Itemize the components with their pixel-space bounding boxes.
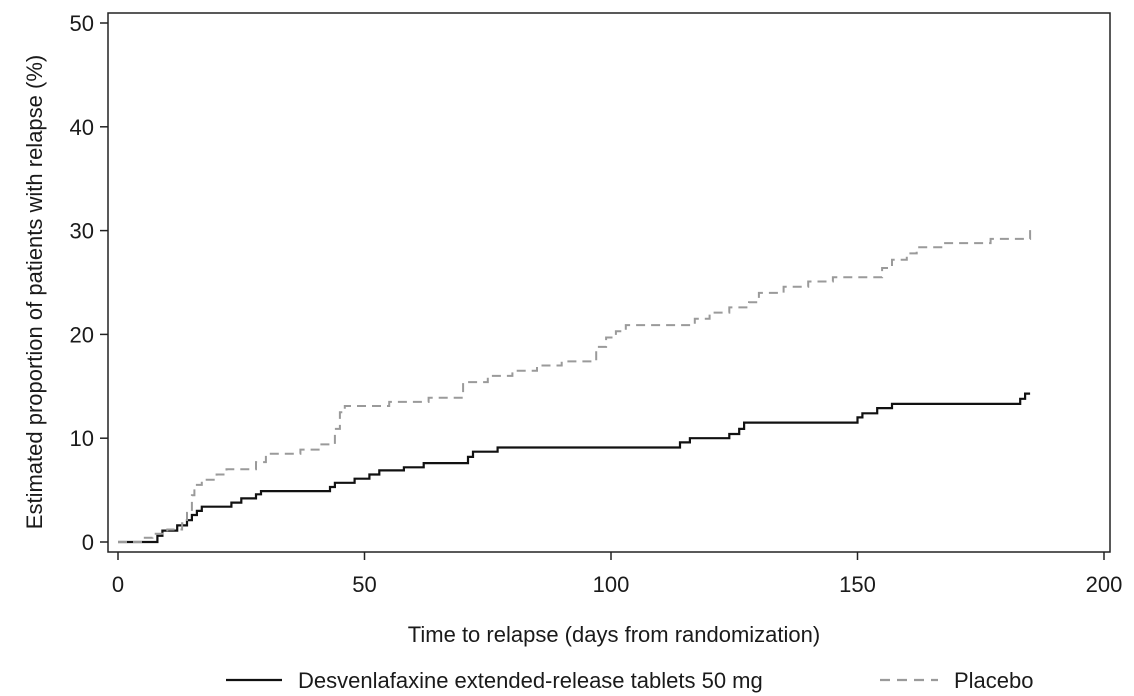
y-tick-label: 40	[70, 115, 94, 140]
series-line-placebo	[118, 227, 1032, 543]
plot-frame	[107, 12, 1111, 553]
y-axis-title: Estimated proportion of patients with re…	[22, 55, 47, 529]
y-tick-label: 0	[82, 530, 94, 555]
y-tick-label: 20	[70, 322, 94, 347]
y-axis: 0 10 20 30 40 50	[70, 11, 108, 555]
legend-label-desvenlafaxine: Desvenlafaxine extended-release tablets …	[298, 668, 763, 693]
x-tick-label: 150	[839, 572, 876, 597]
x-tick-label: 0	[112, 572, 124, 597]
x-tick-label: 200	[1086, 572, 1123, 597]
x-tick-label: 50	[352, 572, 376, 597]
y-tick-label: 50	[70, 11, 94, 36]
y-tick-label: 30	[70, 219, 94, 244]
legend-label-placebo: Placebo	[954, 668, 1034, 693]
x-tick-label: 100	[593, 572, 630, 597]
series-line-desvenlafaxine	[118, 392, 1031, 544]
x-axis-title: Time to relapse (days from randomization…	[408, 622, 820, 647]
series-layer	[118, 227, 1032, 544]
legend: Desvenlafaxine extended-release tablets …	[226, 668, 1034, 693]
y-tick-label: 10	[70, 426, 94, 451]
x-axis: 0 50 100 150 200	[112, 552, 1122, 597]
